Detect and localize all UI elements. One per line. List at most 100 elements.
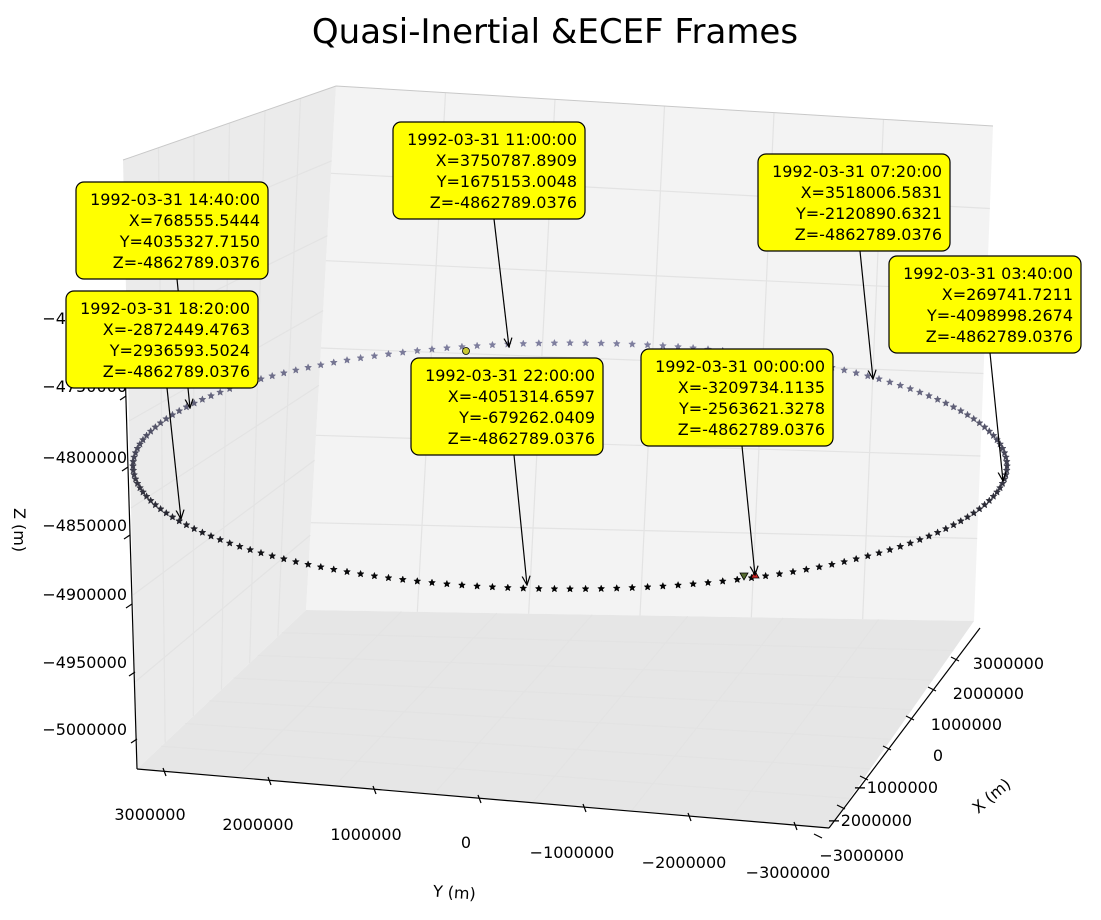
orbit-point [138,487,148,496]
annotation-y: Y=2936593.5024 [109,341,250,360]
annotation-x: X=3750787.8909 [436,151,577,170]
floor-grid-b [185,722,871,770]
x-tick-mark [882,745,892,751]
z-tick-mark [125,603,133,609]
orbit-point [718,576,727,585]
floor-grid-a [334,612,498,787]
orbit-point [565,338,575,347]
orbit-point [924,531,934,540]
orbit-point [156,504,165,513]
floor-grid-b [257,654,933,681]
z-tick-mark [130,738,138,744]
back-grid-horizontal [310,522,978,540]
orbit-point [291,365,300,374]
x-tick-label: 2000000 [953,684,1024,703]
orbit-point [969,414,978,423]
orbit-point [643,340,652,349]
orbit-point [550,338,559,347]
orbit-point [995,439,1005,448]
z-tick-label: −4800000 [42,448,127,467]
orbit-point [225,538,234,547]
orbit-point [581,584,590,593]
annotation-x: X=-3209734.1135 [678,378,825,397]
z-tick-mark [119,395,127,401]
annotation-z: Z=-4862789.0376 [795,225,942,244]
orbit-point [129,457,138,466]
y-tick-label: 1000000 [330,825,401,844]
orbit-point [863,551,872,560]
side-grid-vertical [277,98,302,637]
orbit-point [885,377,894,386]
y-tick-mark [162,767,167,777]
orbit-point [488,582,497,591]
y-tick-mark [372,785,377,795]
orbit-point [980,500,989,509]
annotation-time: 1992-03-31 00:00:00 [655,357,825,376]
annotation-y: Y=1675153.0048 [436,172,577,191]
z-tick-label: −4900000 [42,585,127,604]
orbit-point [457,342,467,351]
orbit-point [989,431,998,440]
y-axis-label: Y (m) [431,881,476,903]
annotation-x: X=-2872449.4763 [103,320,250,339]
annotation-time: 1992-03-31 22:00:00 [425,366,595,385]
pane-top-edge [122,85,994,161]
axes: 3000000 2000000 1000000 0 −1000000 −2000000 −3… [42,299,1044,882]
z-tick-label: −5000000 [42,720,127,739]
z-tick-mark [121,466,129,472]
orbit-point [643,582,652,591]
floor-grid-b [281,632,954,652]
z-tick-mark [128,671,136,677]
floor-grid-a [630,617,784,812]
y-tick-label: −1000000 [530,843,615,862]
orbit-point [1002,457,1011,466]
orbit-point [689,579,698,588]
orbit-point [216,535,225,544]
annotation: 1992-03-31 03:40:00 X=269741.7211 Y=-40989… [888,255,1082,481]
orbit-point [1001,452,1010,461]
annotation-box [888,255,1082,354]
floor-grid-a [433,614,593,795]
orbit-point [198,395,207,403]
annotation-z: Z=-4862789.0376 [430,193,577,212]
annotation-arrow [741,445,755,575]
orbit-point [915,535,924,544]
orbit-point [473,581,482,590]
orbit-point [503,583,512,592]
y-tick-label: 3000000 [114,805,185,824]
orbit-point [413,576,422,585]
orbit-point [915,388,924,396]
annotation-y: Y=-679262.0409 [458,408,595,427]
orbit-point [963,410,972,419]
orbit-point [473,341,482,350]
annotation-z: Z=-4862789.0376 [113,253,260,272]
chart-title: Quasi-Inertial &ECEF Frames [312,12,798,52]
x-tick-label: −2000000 [827,811,912,830]
annotation-arrow [166,387,181,519]
orbit-point [628,583,637,592]
annotation-z: Z=-4862789.0376 [678,420,825,439]
orbit-point [342,355,352,364]
annotation-arrow [859,250,873,379]
annotation-time: 1992-03-31 18:20:00 [80,299,250,318]
orbit-point [162,508,171,517]
annotation: 1992-03-31 14:40:00 X=768555.5444 Y=403532… [75,181,269,408]
orbit-point [442,579,451,588]
orbit-point [206,531,216,540]
orbit-point [534,584,543,593]
y-tick-mark [687,812,692,822]
annotations: 1992-03-31 11:00:00 X=3750787.8909 Y=16751… [65,121,1082,585]
orbit-point [131,448,140,457]
orbit-point [815,562,824,571]
annotation: 1992-03-31 00:00:00 X=-3209734.1135 Y=-256… [640,348,834,575]
orbit-point [162,414,171,423]
orbit-point [941,524,950,533]
floor-grid-b [209,700,892,740]
orbit-point [133,479,142,487]
annotation-x: X=3518006.5831 [801,183,942,202]
orbit-point [896,381,905,389]
orbit-point [198,528,207,536]
orbit-point [135,439,145,448]
orbit-series [128,338,1012,593]
orbit-point [256,548,266,557]
